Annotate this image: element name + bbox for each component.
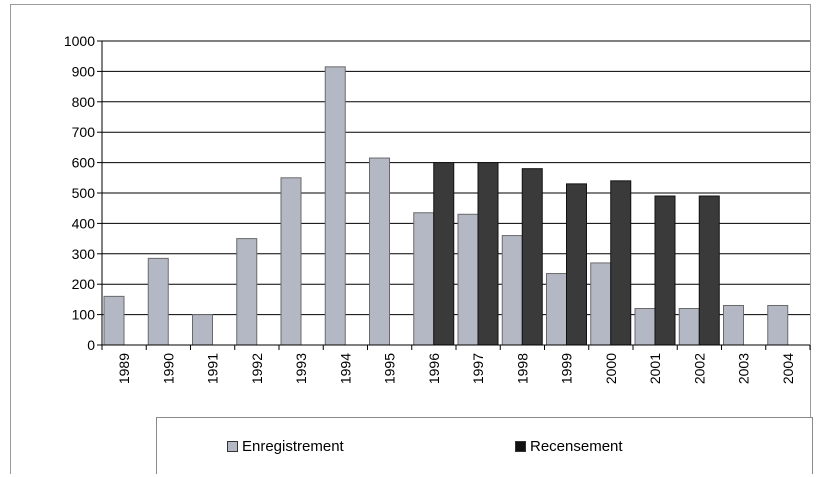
bar-enregistrement-2002 <box>678 308 700 346</box>
x-tick-label: 1991 <box>205 353 221 384</box>
x-tick-label: 1993 <box>293 353 309 384</box>
y-tick-label: 300 <box>72 246 96 262</box>
x-tick-label: 1989 <box>116 353 132 384</box>
y-tick-label: 600 <box>72 155 96 171</box>
bar-enregistrement-1997 <box>457 213 479 346</box>
bar-recensement-1998 <box>521 168 543 346</box>
x-tick-label: 1995 <box>382 353 398 384</box>
legend-item-enregistrement: Enregistrement <box>227 438 344 455</box>
x-tick-label: 1990 <box>160 353 176 384</box>
bar-enregistrement-1991 <box>192 314 213 346</box>
frame-right-border <box>810 4 811 474</box>
x-tick-label: 1999 <box>559 353 575 384</box>
y-tick-label: 0 <box>87 337 95 353</box>
x-tick-label: 1998 <box>514 353 530 384</box>
x-tick-label: 1992 <box>249 353 265 384</box>
bar-recensement-1997 <box>477 162 499 346</box>
x-tick-label: 2003 <box>736 353 752 384</box>
bar-enregistrement-2003 <box>723 304 744 346</box>
legend-swatch-enregistrement <box>227 441 238 452</box>
bar-enregistrement-1992 <box>236 238 258 346</box>
bar-recensement-1999 <box>566 183 587 346</box>
x-tick-label: 1996 <box>426 353 442 384</box>
legend-item-recensement: Recensement <box>515 438 623 455</box>
y-tick-label: 1000 <box>64 33 95 49</box>
gridlines <box>102 40 810 316</box>
x-tick-label: 2002 <box>691 353 707 384</box>
bar-enregistrement-2004 <box>767 304 789 346</box>
y-tick-label: 800 <box>72 94 96 110</box>
bar-enregistrement-1990 <box>147 257 169 346</box>
legend-label-enregistrement: Enregistrement <box>242 438 344 455</box>
bar-enregistrement-1993 <box>280 177 302 346</box>
bar-recensement-2000 <box>610 180 632 346</box>
bar-enregistrement-1995 <box>369 157 390 346</box>
x-tick-label: 2001 <box>647 353 663 384</box>
x-tick-label: 2000 <box>603 353 619 384</box>
legend-swatch-recensement <box>515 441 526 452</box>
y-tick-label: 700 <box>72 124 96 140</box>
bar-recensement-2001 <box>654 195 676 346</box>
x-tick-label: 1997 <box>470 353 486 384</box>
bar-enregistrement-1998 <box>501 235 523 346</box>
bar-enregistrement-1999 <box>546 273 567 346</box>
x-tick-label: 2004 <box>780 353 796 384</box>
y-axis-ticks: 0 100 200 300 400 500 600 700 800 900 1000 <box>64 33 102 353</box>
bars <box>103 66 789 346</box>
bar-enregistrement-1989 <box>103 295 125 346</box>
x-tick-label: 1994 <box>337 353 353 384</box>
x-axis-ticks: 1989 1990 1991 1992 1993 1994 1995 1996 1997 1998… <box>101 345 811 384</box>
frame-left-border <box>10 4 11 474</box>
bar-enregistrement-1994 <box>324 66 346 346</box>
y-tick-label: 900 <box>72 63 96 79</box>
legend: Enregistrement Recensement <box>156 417 813 474</box>
y-tick-label: 200 <box>72 276 96 292</box>
y-tick-label: 500 <box>72 185 96 201</box>
bar-enregistrement-2001 <box>634 308 656 346</box>
bar-enregistrement-2000 <box>590 262 612 346</box>
y-tick-label: 100 <box>72 307 96 323</box>
bar-recensement-1996 <box>433 162 455 346</box>
frame-top-border <box>10 4 810 5</box>
y-tick-label: 400 <box>72 215 96 231</box>
legend-label-recensement: Recensement <box>530 438 623 455</box>
bar-enregistrement-1996 <box>413 212 435 346</box>
bar-recensement-2002 <box>698 195 720 346</box>
